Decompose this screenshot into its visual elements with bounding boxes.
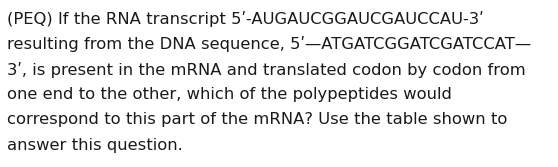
Text: 3ʹ, is present in the mRNA and translated codon by codon from: 3ʹ, is present in the mRNA and translate… [7,62,526,78]
Text: correspond to this part of the mRNA? Use the table shown to: correspond to this part of the mRNA? Use… [7,112,508,127]
Text: answer this question.: answer this question. [7,138,183,153]
Text: one end to the other, which of the polypeptides would: one end to the other, which of the polyp… [7,87,452,102]
Text: resulting from the DNA sequence, 5ʹ—ATGATCGGATCGATCCAT—: resulting from the DNA sequence, 5ʹ—ATGA… [7,36,531,52]
Text: (PEQ) If the RNA transcript 5ʹ-AUGAUCGGAUCGAUCCAU-3ʹ: (PEQ) If the RNA transcript 5ʹ-AUGAUCGGA… [7,11,484,27]
